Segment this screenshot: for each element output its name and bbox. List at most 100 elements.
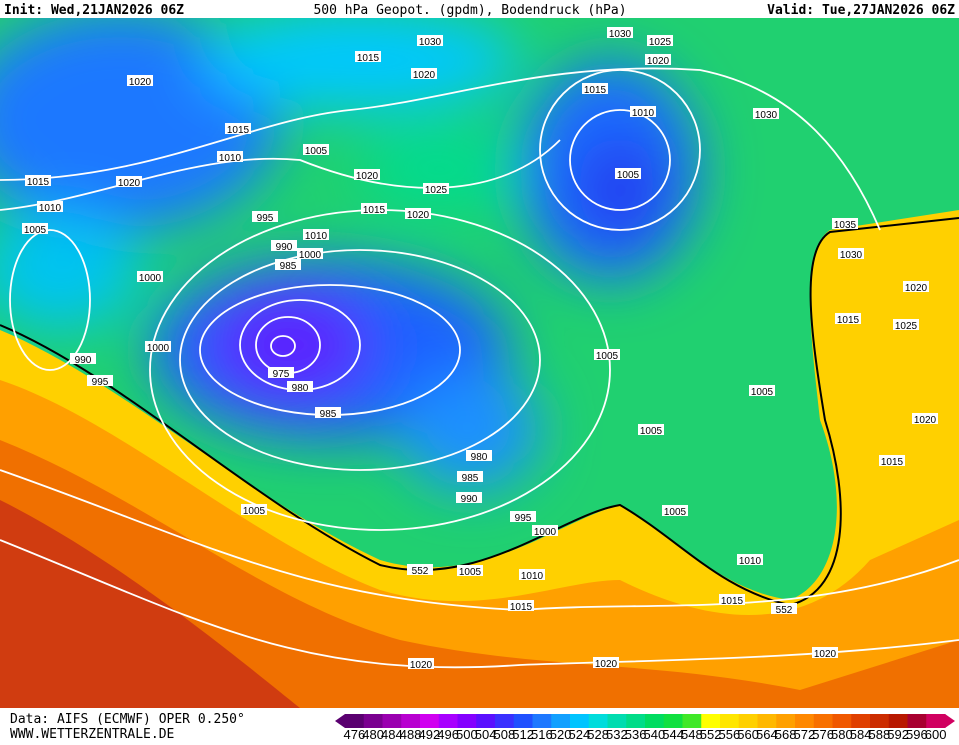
isobar-label: 1035 [834,220,857,231]
colorbar-label: 520 [550,727,572,741]
label-box [137,271,163,282]
colorbar-label: 544 [662,727,684,741]
label-box [22,223,48,234]
label-box [662,505,688,516]
isobar-label: 1030 [840,250,863,261]
colorbar-label: 568 [775,727,797,741]
colorbar-cell [682,714,702,728]
label-box [749,385,775,396]
colorbar-cell [738,714,758,728]
colorbar-label: 480 [362,727,384,741]
label-box [37,201,63,212]
colorbar-cell [832,714,852,728]
isobar-label: 1010 [219,153,242,164]
isobar-label: 980 [471,452,488,463]
colorbar-label: 536 [625,727,647,741]
isobar-label: 1005 [664,507,687,518]
label-box [812,647,838,658]
colorbar-label: 560 [737,727,759,741]
label-box [355,51,381,62]
colorbar-arrow-left [335,714,345,728]
isobar-label: 1005 [596,351,619,362]
colorbar-cell [870,714,890,728]
isobar-label: 975 [273,369,290,380]
isobar-label: 1015 [363,205,386,216]
label-box [303,144,329,155]
label-box [594,349,620,360]
label-box [268,367,294,378]
label-box [879,455,905,466]
label-box [217,151,243,162]
label-box [417,35,443,46]
isobar-label: 1015 [27,177,50,188]
isobar-label: 1025 [425,185,448,196]
label-box [838,248,864,259]
colorbar-label: 600 [925,727,947,741]
colorbar-cell [626,714,646,728]
label-box [407,564,433,575]
label-box [532,525,558,536]
colorbar-label: 528 [587,727,609,741]
label-box [753,108,779,119]
init-time: Init: Wed,21JAN2026 06Z [4,3,184,18]
label-box [607,27,633,38]
isobar-label: 990 [75,355,92,366]
colorbar-cell [776,714,796,728]
isobar-label: 1020 [413,70,436,81]
isobar-label: 1010 [305,231,328,242]
isobar-label: 1005 [24,225,47,236]
label-box [145,341,171,352]
isobar-label: 990 [276,242,293,253]
colorbar-label: 596 [906,727,928,741]
label-box [737,554,763,565]
valid-time: Valid: Tue,27JAN2026 06Z [767,3,955,18]
label-box [271,240,297,251]
label-box [315,407,341,418]
label-box [645,54,671,65]
isobar-label: 1020 [410,660,433,671]
isobar-label: 1005 [617,170,640,181]
isobar-label: 1010 [632,108,655,119]
label-box [630,106,656,117]
colorbar-cell [551,714,571,728]
label-box [408,658,434,669]
map-title: 500 hPa Geopot. (gpdm), Bodendruck (hPa) [313,3,626,18]
colorbar-label: 476 [344,727,366,741]
colorbar-cell [720,714,740,728]
colorbar-label: 540 [644,727,666,741]
label-box [466,450,492,461]
isobar-label: 1020 [647,56,670,67]
colorbar-cell [495,714,515,728]
colorbar-cell [438,714,458,728]
isobar-label: 1020 [814,649,837,660]
colorbar-cell [795,714,815,728]
colorbar-label: 576 [812,727,834,741]
isobar-label: 1025 [895,321,918,332]
colorbar-cell [570,714,590,728]
isobar-label: 1015 [510,602,533,613]
label-box [225,123,251,134]
colorbar-cell [926,714,946,728]
label-box [508,600,534,611]
isobar-label: 980 [292,383,309,394]
colorbar-label: 516 [531,727,553,741]
label-box [519,569,545,580]
isobar-label: 1005 [459,567,482,578]
label-box [354,169,380,180]
colorbar-cell [888,714,908,728]
isobar-label: 995 [92,377,109,388]
label-box [127,75,153,86]
colorbar-cell [513,714,533,728]
label-box [423,183,449,194]
label-box [25,175,51,186]
isobar-label: 995 [257,213,274,224]
isobar-label: 1030 [419,37,442,48]
colorbar-label: 492 [419,727,441,741]
isobar-label: 985 [462,473,479,484]
colorbar-label: 508 [494,727,516,741]
isobar-label: 1020 [407,210,430,221]
label-box [510,511,536,522]
colorbar-label: 512 [512,727,534,741]
isobar-label: 1020 [595,659,618,670]
